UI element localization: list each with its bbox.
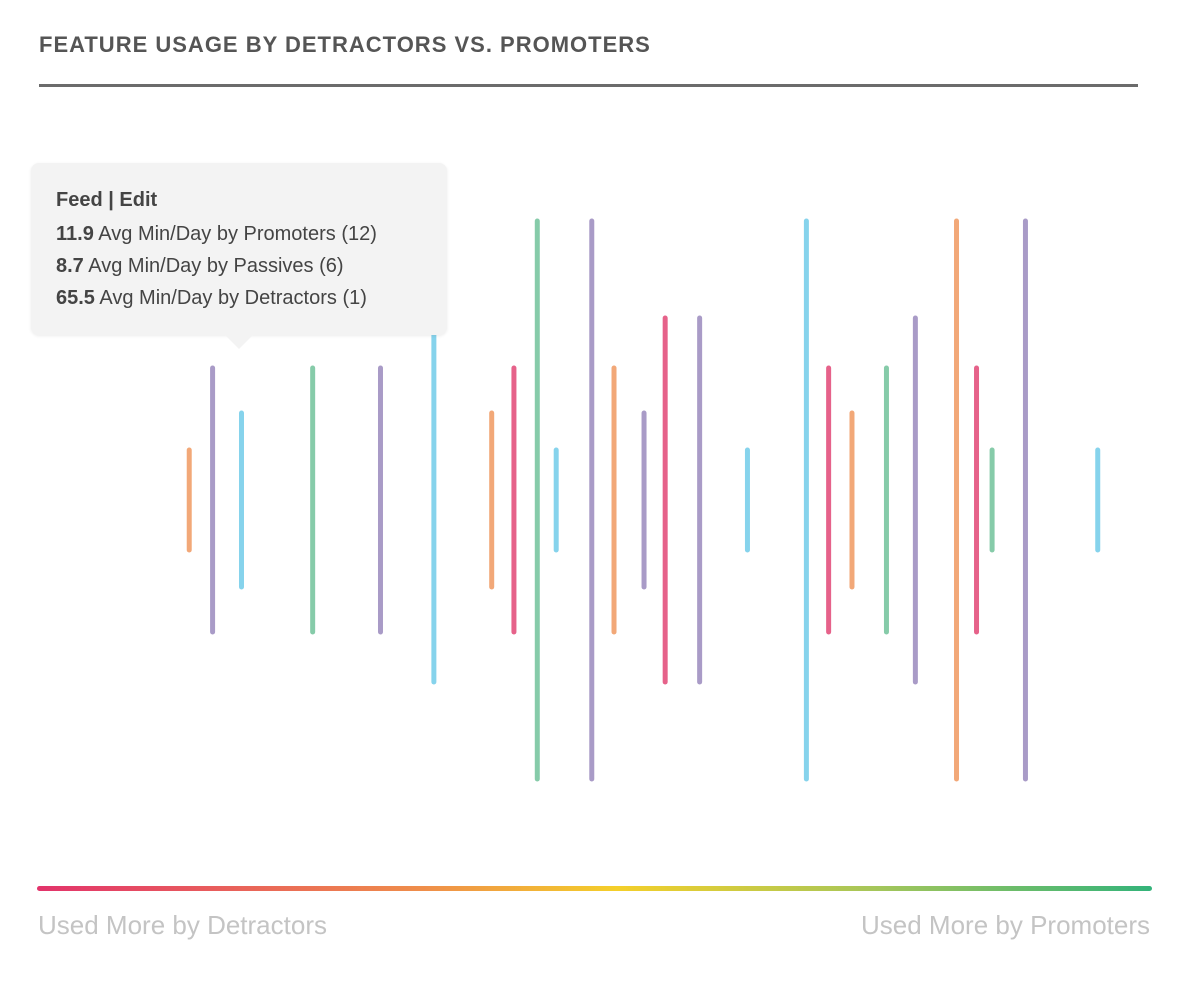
axis-label-detractors: Used More by Detractors — [38, 910, 327, 940]
tooltip-value: 8.7 — [56, 255, 84, 277]
tooltip-row-detractors: 65.5 Avg Min/Day by Detractors (1) — [56, 287, 367, 310]
tooltip: Feed | Edit 11.9 Avg Min/Day by Promoter… — [31, 163, 447, 349]
title-divider — [39, 84, 1138, 87]
tooltip-text: Avg Min/Day by Promoters (12) — [93, 223, 377, 245]
tooltip-row-promoters: 11.9 Avg Min/Day by Promoters (12) — [56, 223, 377, 246]
tooltip-value: 65.5 — [56, 287, 95, 309]
tooltip-arrow — [224, 334, 254, 349]
tooltip-text: Avg Min/Day by Detractors (1) — [94, 287, 367, 309]
tooltip-text: Avg Min/Day by Passives (6) — [83, 255, 344, 277]
tooltip-title: Feed | Edit — [56, 189, 158, 211]
sentiment-gradient-axis — [37, 886, 1152, 891]
chart-title: FEATURE USAGE BY DETRACTORS VS. PROMOTER… — [39, 32, 651, 57]
tooltip-row-passives: 8.7 Avg Min/Day by Passives (6) — [56, 255, 344, 278]
axis-label-promoters: Used More by Promoters — [861, 910, 1150, 940]
tooltip-value: 11.9 — [56, 223, 94, 245]
